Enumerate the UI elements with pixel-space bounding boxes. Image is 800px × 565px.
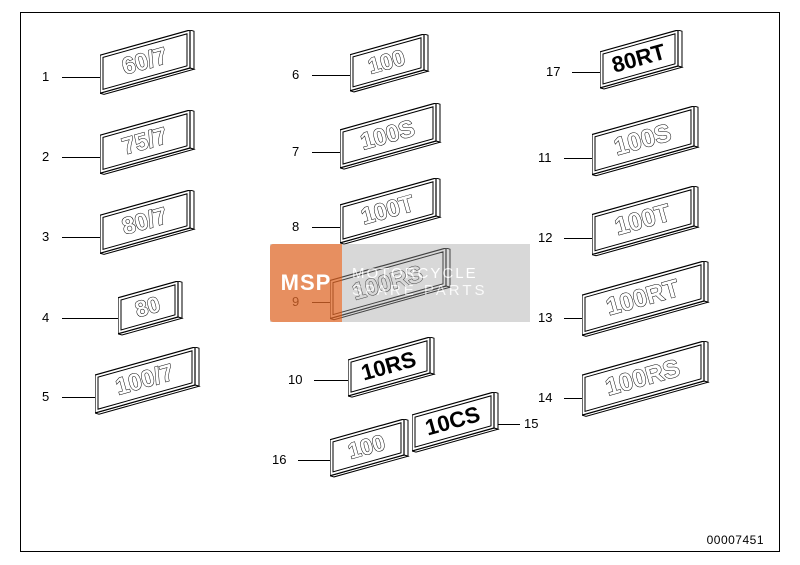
plaque-15: 10CS (412, 392, 500, 457)
callout-line-4 (62, 318, 118, 319)
callout-number-5: 5 (42, 389, 49, 404)
callout-number-7: 7 (292, 144, 299, 159)
callout-line-13 (564, 318, 582, 319)
callout-line-6 (312, 75, 350, 76)
callout-line-12 (564, 238, 592, 239)
callout-number-10: 10 (288, 372, 302, 387)
callout-line-17 (572, 72, 600, 73)
plaque-8: 100T (340, 178, 442, 249)
plaque-11: 100S (592, 106, 700, 181)
callout-line-8 (312, 227, 340, 228)
plaque-16: 100 (330, 419, 410, 482)
watermark-line2: SPARE PARTS (352, 283, 530, 300)
callout-number-16: 16 (272, 452, 286, 467)
plaque-3: 80/7 (100, 190, 196, 259)
plaque-7: 100S (340, 103, 442, 174)
callout-number-6: 6 (292, 67, 299, 82)
callout-line-3 (62, 237, 100, 238)
callout-line-2 (62, 157, 100, 158)
callout-number-11: 11 (538, 150, 552, 165)
callout-number-13: 13 (538, 310, 552, 325)
plaque-6: 100 (350, 34, 430, 97)
callout-line-14 (564, 398, 582, 399)
callout-number-12: 12 (538, 230, 552, 245)
callout-number-1: 1 (42, 69, 49, 84)
plaque-2: 75/7 (100, 110, 196, 179)
callout-number-2: 2 (42, 149, 49, 164)
callout-number-4: 4 (42, 310, 49, 325)
callout-number-17: 17 (546, 64, 560, 79)
plaque-14: 100RS (582, 341, 710, 421)
plaque-13: 100RT (582, 261, 710, 341)
callout-line-11 (564, 158, 592, 159)
plaque-4: 80 (118, 281, 184, 340)
part-id: 00007451 (707, 533, 764, 547)
watermark-text: MOTORCYCLE SPARE PARTS (342, 266, 530, 299)
callout-number-3: 3 (42, 229, 49, 244)
watermark-line1: MOTORCYCLE (352, 266, 530, 283)
callout-line-16 (298, 460, 330, 461)
callout-number-8: 8 (292, 219, 299, 234)
callout-line-10 (314, 380, 348, 381)
diagram-stage: 60/7 1 75/7 2 80/7 3 80 4 100/7 5 100 6 100S 7 100T 8 10… (0, 0, 800, 565)
callout-line-5 (62, 397, 95, 398)
callout-number-15: 15 (524, 416, 538, 431)
plaque-1: 60/7 (100, 30, 196, 99)
plaque-5: 100/7 (95, 347, 201, 419)
plaque-17: 80RT (600, 30, 684, 94)
plaque-12: 100T (592, 186, 700, 261)
callout-line-7 (312, 152, 340, 153)
watermark: MSP MOTORCYCLE SPARE PARTS (270, 244, 530, 322)
callout-line-1 (62, 77, 100, 78)
watermark-badge: MSP (270, 244, 342, 322)
callout-number-14: 14 (538, 390, 552, 405)
callout-line-15 (498, 424, 520, 425)
